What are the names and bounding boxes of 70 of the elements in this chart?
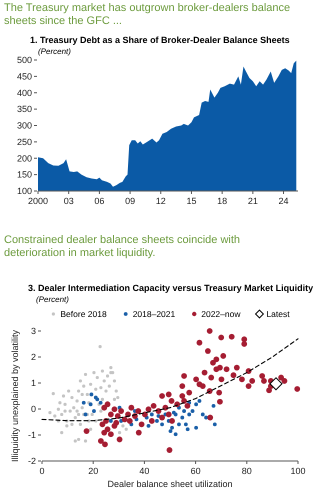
point [200,412,205,416]
y-tick-label: 150 [16,170,32,180]
y-tick-label: 500 [16,55,32,65]
x-tick-label: 18 [217,196,228,206]
x-tick-label: 80 [242,466,252,476]
legend-label: 2018–2021 [132,309,176,319]
point [182,409,186,413]
point [269,377,282,390]
x-tick-label: 2000 [28,196,48,206]
point [155,419,159,423]
point [92,409,96,413]
x-tick-label: 12 [156,196,166,206]
chart-title: 1. Treasury Debt as a Share of Broker-Dealer Balance Sheets [30,35,290,45]
y-tick-label: -1 [28,430,36,440]
point [212,422,217,426]
point [194,426,198,430]
x-axis-title: Dealer balance sheet utilization [107,479,233,489]
point [190,409,194,413]
point [184,422,188,426]
point [108,419,113,423]
y-tick-label: -2 [28,456,36,466]
y-axis-title: Illiquidity unexplained by volatility [10,329,20,462]
point [150,412,154,416]
y-tick-label: 1 [30,378,36,388]
point [146,424,150,428]
text: Constrained dealer balance sheets coincide with deterioration in market liquidity. [4,234,240,259]
x-tick-label: 0 [39,466,45,476]
legend-label: 2022–now [201,309,242,319]
point [180,416,184,420]
legend-label: Latest [266,309,290,319]
point [174,432,178,436]
x-tick-label: 60 [190,466,201,476]
point [198,399,202,403]
y-tick-label: 300 [16,120,32,130]
x-tick-label: 40 [139,466,150,476]
point [168,429,172,433]
point [186,427,190,432]
point [170,426,174,430]
y-tick-label: 400 [16,88,32,98]
point [88,402,93,406]
y-tick-label: 450 [16,71,32,82]
x-tick-label: 15 [186,196,196,206]
y-tick-label: 3 [30,326,36,336]
point [204,416,208,420]
y-tick-label: 0 [30,404,36,414]
point [90,392,94,396]
x-tick-label: 21 [248,196,258,206]
x-tick-label: 06 [94,196,104,206]
chart-title: 3. Dealer Intermediation Capacity versus Treasury Market Liquidity [28,283,314,293]
point [160,422,164,426]
line-series [41,338,299,422]
x-tick-label: 24 [278,196,289,206]
point [194,402,198,406]
text: The Treasury market has outgrown broker-dealers balance sheets since the GFC ... [4,2,290,27]
point [212,404,216,408]
point [177,422,181,426]
point [187,412,192,416]
y-tick-label: 250 [16,136,32,147]
point [82,400,86,405]
chart-subtitle: (Percent) [36,295,70,304]
legend-label: Before 2018 [60,309,107,319]
x-tick-label: 20 [88,466,98,476]
chart-subtitle: (Percent) [38,47,72,56]
y-tick-label: 350 [16,104,32,114]
y-tick-label: 2 [30,352,36,362]
y-tick-label: 100 [16,186,32,196]
y-tick-label: 200 [16,153,32,164]
x-tick-label: 09 [125,196,136,206]
x-tick-label: 03 [64,196,74,206]
x-tick-label: 100 [290,466,306,476]
